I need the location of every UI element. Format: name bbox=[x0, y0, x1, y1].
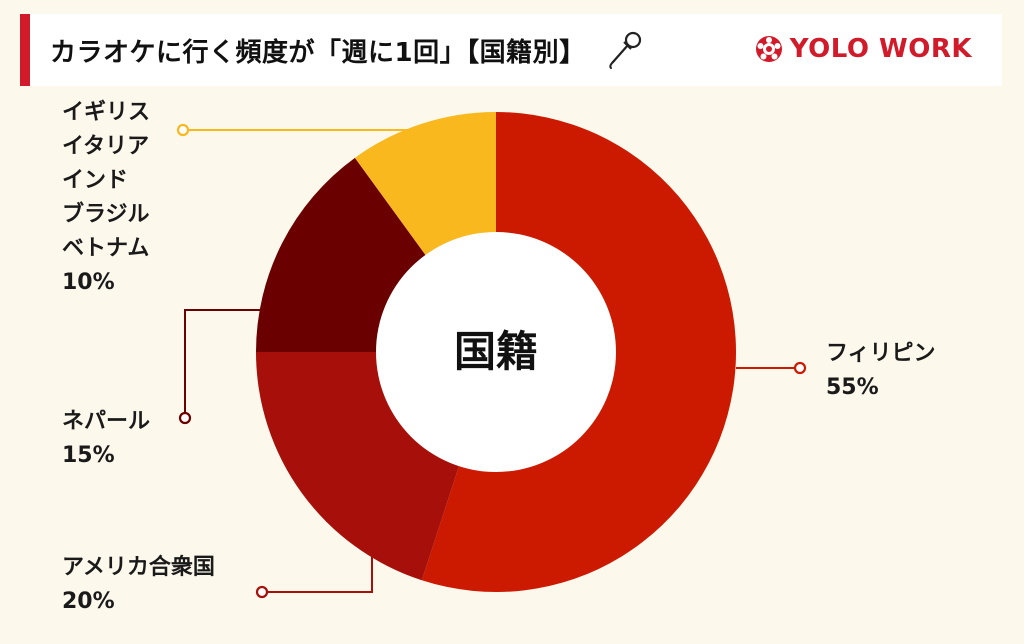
leader-lines bbox=[176, 123, 807, 599]
brand-name: YOLO WORK bbox=[789, 34, 972, 64]
brand-logo: YOLO WORK bbox=[754, 34, 972, 64]
slice-value-label: 55% bbox=[826, 375, 879, 401]
leader-line-usa bbox=[262, 545, 373, 593]
slice-value-label: 15% bbox=[62, 443, 115, 469]
microphone-icon bbox=[609, 31, 642, 69]
chart-center-label: 国籍 bbox=[453, 327, 538, 376]
slice-name-line: ネパール bbox=[62, 409, 151, 434]
leader-dot-philippines bbox=[793, 361, 807, 375]
slice-label-others: イギリスイタリアインドブラジルベトナム 10% bbox=[62, 96, 150, 301]
slice-name-line: ブラジル bbox=[62, 202, 150, 228]
slice-label-nepal: ネパール 15% bbox=[62, 405, 150, 473]
slice-name-line: インド bbox=[62, 168, 129, 194]
header-bar: カラオケに行く頻度が「週に1回」【国籍別】 YOLO WORK bbox=[20, 14, 1002, 86]
slice-label-usa: アメリカ合衆国 20% bbox=[62, 551, 215, 619]
leader-dot-others bbox=[176, 123, 190, 137]
slice-name-line: アメリカ合衆国 bbox=[62, 555, 215, 580]
slice-label-philippines: フィリピン 55% bbox=[826, 337, 936, 405]
header-accent-bar bbox=[20, 14, 30, 86]
leader-line-nepal bbox=[184, 309, 260, 418]
slice-value-label: 20% bbox=[62, 589, 115, 615]
slice-name-line: ベトナム bbox=[62, 236, 150, 262]
donut-hole bbox=[376, 232, 616, 472]
slice-name-line: フィリピン bbox=[826, 341, 936, 366]
yolo-work-logo-icon bbox=[755, 36, 782, 62]
slice-name-line: イギリス bbox=[62, 100, 151, 125]
slice-value-label: 10% bbox=[62, 270, 115, 296]
leader-dot-usa bbox=[255, 585, 269, 599]
page-title: カラオケに行く頻度が「週に1回」【国籍別】 bbox=[50, 38, 586, 68]
slice-name-line: イタリア bbox=[62, 134, 150, 160]
leader-dot-nepal bbox=[178, 411, 192, 425]
